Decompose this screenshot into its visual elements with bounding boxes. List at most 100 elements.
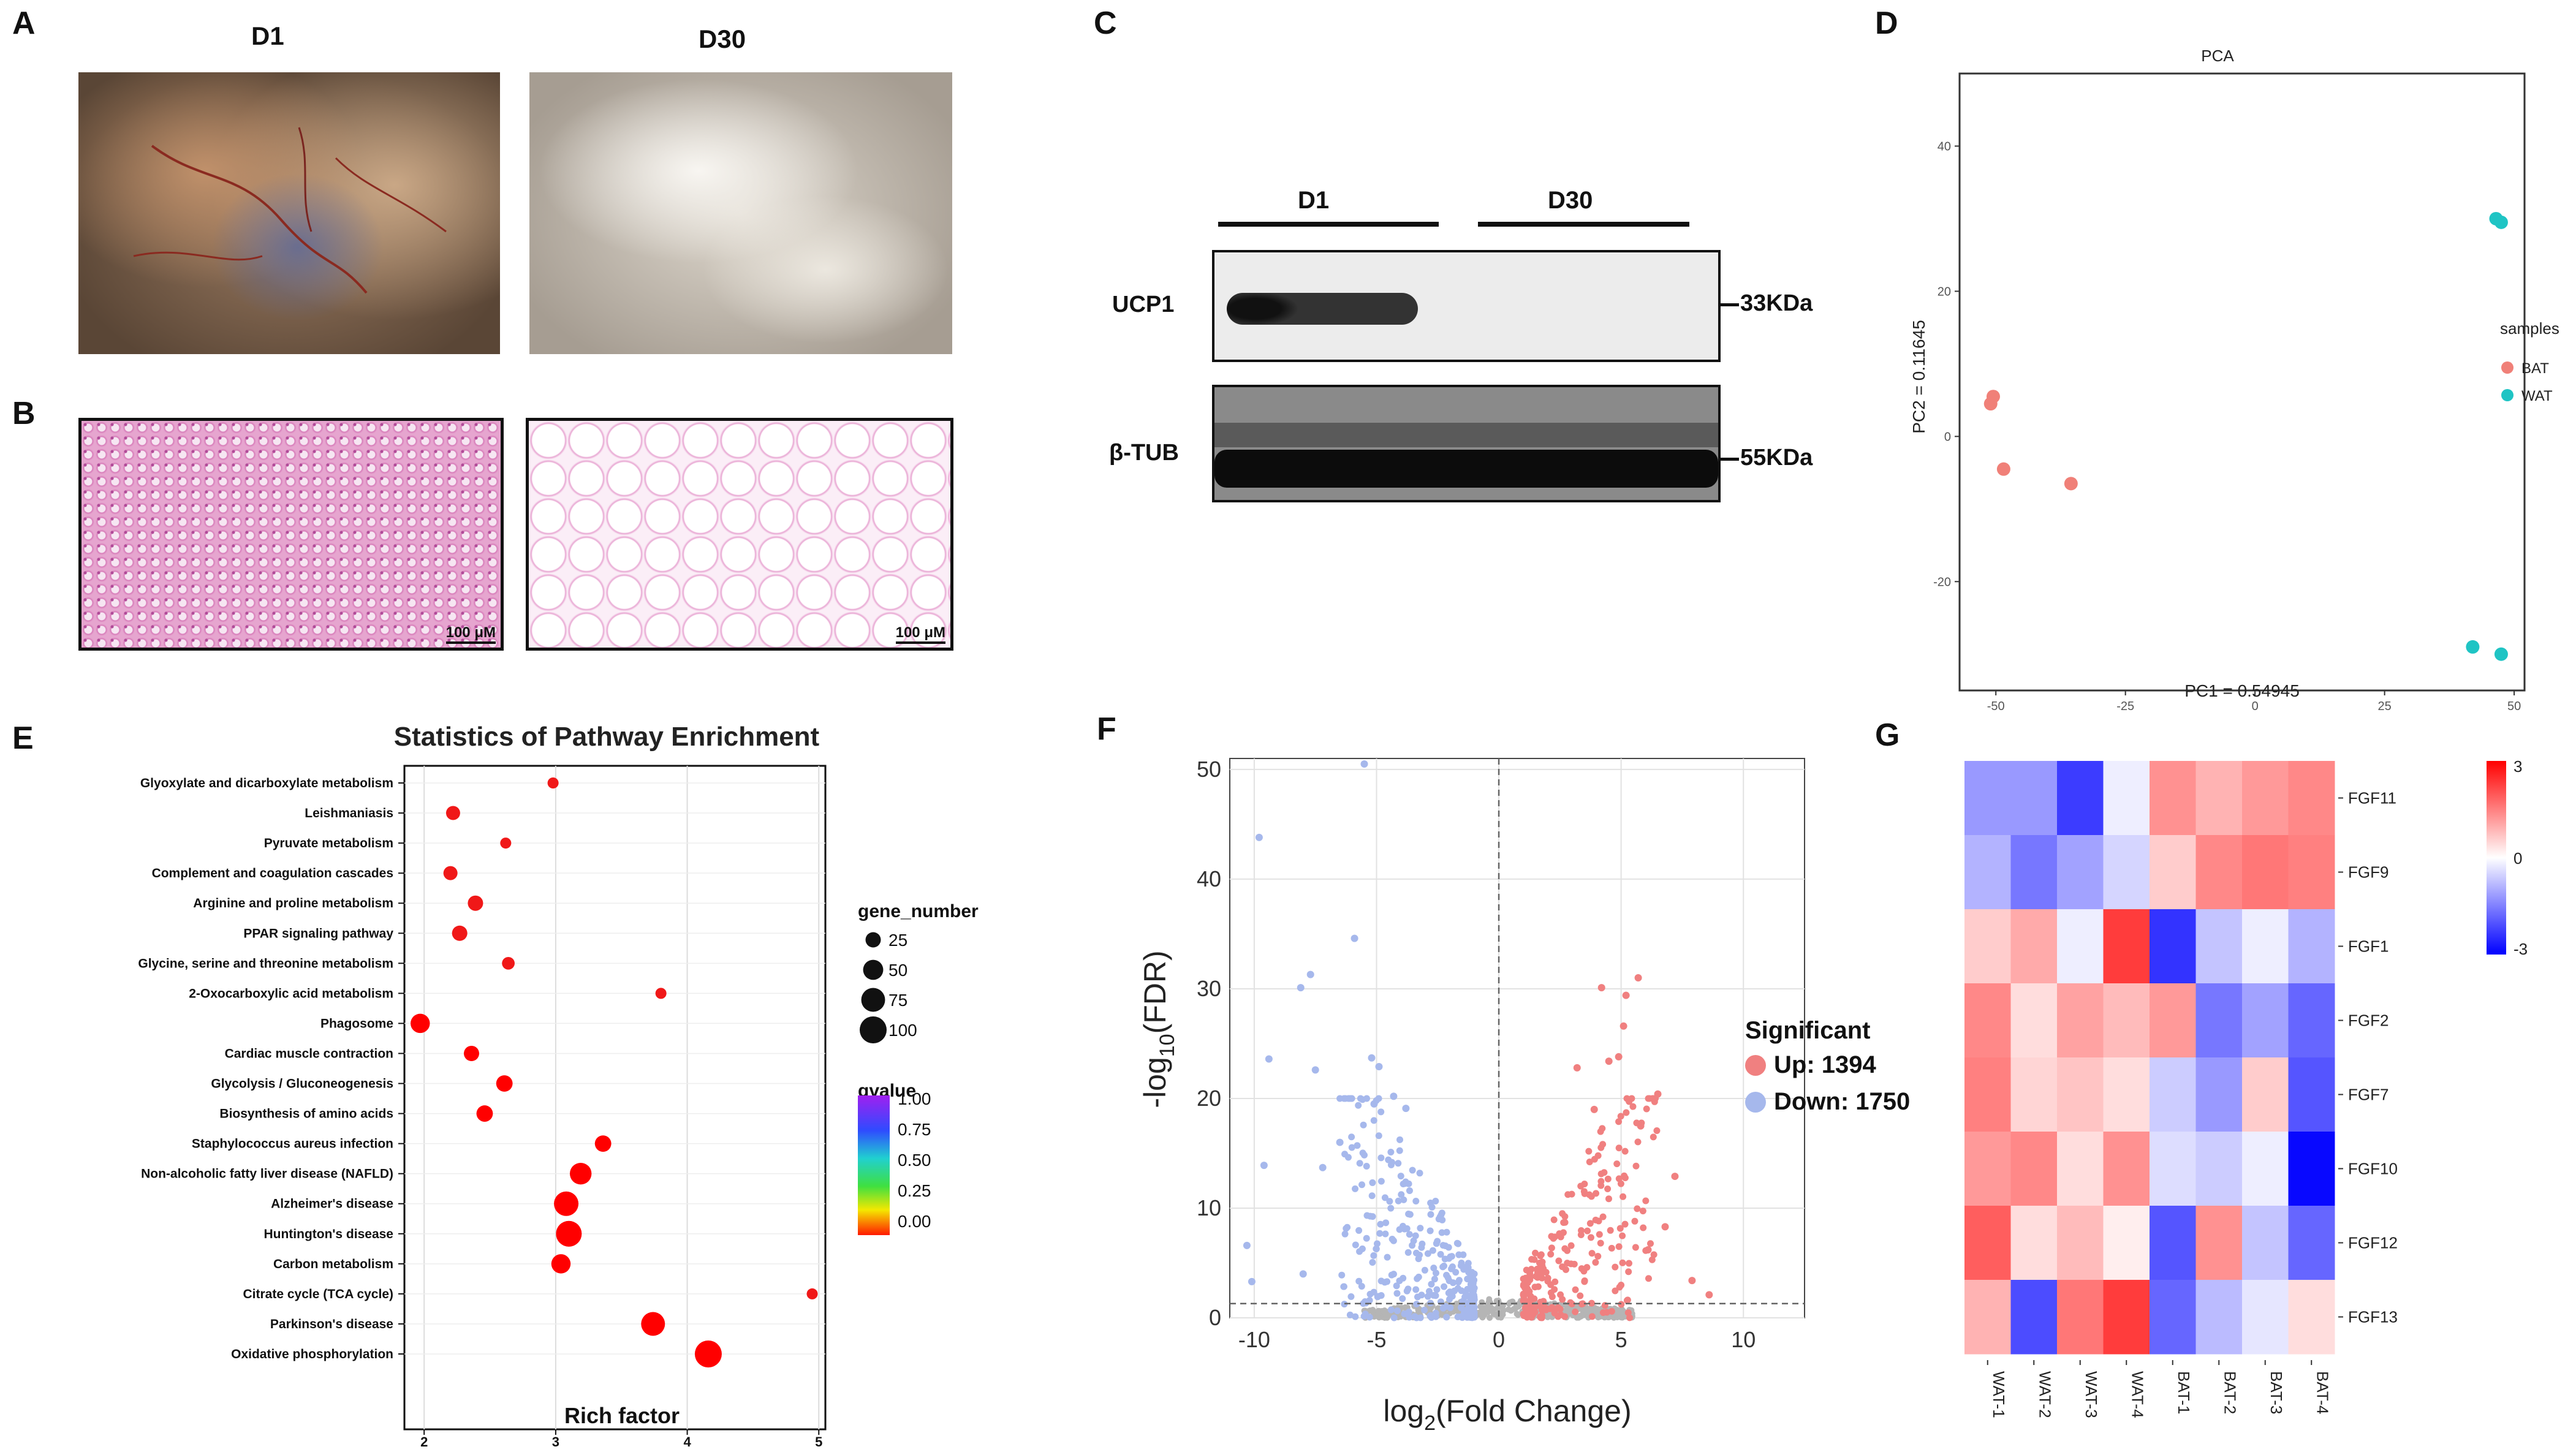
volcano-point-down <box>1341 1301 1348 1308</box>
scale-bar-left: 100 μM <box>445 624 496 644</box>
kegg-pathway-label: Complement and coagulation cascades <box>152 866 393 880</box>
marker-tick-55 <box>1721 458 1739 461</box>
kegg-bubble <box>569 1162 592 1185</box>
volcano-point-up <box>1561 1219 1569 1226</box>
volcano-point-down <box>1469 1314 1476 1322</box>
volcano-point-up <box>1548 1233 1555 1240</box>
volcano-point-down <box>1355 1227 1363 1234</box>
volcano-point-down <box>1348 1133 1355 1141</box>
histology-brown-fat: 100 μM <box>78 418 504 651</box>
kegg-pathway-label: Biosynthesis of amino acids <box>219 1107 393 1121</box>
kegg-bubble <box>443 866 458 880</box>
volcano-point-down <box>1464 1285 1471 1293</box>
volcano-point-down <box>1399 1295 1406 1303</box>
heatmap-cell <box>2195 835 2243 910</box>
kegg-pathway-label: Carbon metabolism <box>273 1257 393 1271</box>
heatmap-cell <box>2242 835 2289 910</box>
heatmap-cell <box>2103 835 2150 910</box>
kegg-color-legend-label: 0.50 <box>898 1151 931 1170</box>
kegg-xtick-label: 2 <box>420 1434 428 1450</box>
volcano-point-down <box>1400 1181 1407 1188</box>
volcano-legend-title: Significant <box>1745 1017 1871 1044</box>
volcano-point-up <box>1584 1227 1591 1235</box>
volcano-point-down <box>1338 1271 1346 1279</box>
kegg-title: Statistics of Pathway Enrichment <box>394 722 820 752</box>
heatmap-cell <box>1964 835 2011 910</box>
blood-vessels <box>133 127 447 294</box>
pca-ylabel: PC2 = 0.11645 <box>1909 320 1928 434</box>
volcano-point-up <box>1587 1234 1594 1241</box>
volcano-point-up <box>1567 1242 1575 1249</box>
volcano-point-down <box>1458 1304 1465 1312</box>
heatmap-cell <box>2057 1132 2104 1206</box>
volcano-point-up <box>1520 1290 1527 1298</box>
volcano-point-up <box>1577 1292 1584 1299</box>
heatmap-cell <box>2010 983 2058 1058</box>
volcano-point-down <box>1406 1187 1413 1194</box>
volcano-point-down <box>1413 1301 1420 1308</box>
volcano-point-down <box>1445 1244 1452 1251</box>
volcano-point-up <box>1539 1258 1546 1266</box>
heatmap-col-label: BAT-1 <box>2175 1371 2193 1414</box>
pca-xtick-label: -50 <box>1987 700 2005 711</box>
volcano-point-up <box>1634 1205 1641 1212</box>
volcano-point-up <box>1599 1125 1606 1132</box>
volcano-point-up <box>1555 1304 1562 1311</box>
volcano-point-down <box>1396 1277 1403 1285</box>
volcano-point-down <box>1455 1279 1462 1286</box>
kegg-size-legend-dot <box>863 959 884 980</box>
volcano-point-down <box>1421 1266 1428 1274</box>
volcano-point-down <box>1387 1204 1395 1212</box>
panel-label-e: E <box>12 720 34 756</box>
volcano-legend-down: Down: 1750 <box>1774 1088 1911 1115</box>
heatmap-cell <box>2057 761 2104 836</box>
volcano-point-up <box>1547 1281 1555 1288</box>
volcano-point-ns <box>1490 1306 1497 1313</box>
kegg-color-legend-label: 0.00 <box>898 1212 931 1231</box>
volcano-point-up <box>1579 1300 1586 1307</box>
blot-ucp1 <box>1212 250 1721 362</box>
volcano-point-down <box>1385 1156 1392 1163</box>
kegg-xtick-label: 3 <box>552 1434 559 1450</box>
kegg-bubble <box>445 806 460 820</box>
volcano-point-up <box>1586 1158 1593 1165</box>
volcano-point-up <box>1534 1265 1541 1272</box>
volcano-point-down <box>1469 1301 1477 1309</box>
heatmap-col-label: BAT-2 <box>2221 1371 2239 1414</box>
volcano-point-up <box>1573 1064 1581 1072</box>
volcano-point-down <box>1382 1219 1390 1227</box>
volcano-point-down <box>1377 1108 1385 1116</box>
volcano-point-up <box>1555 1257 1563 1265</box>
volcano-point-ns <box>1508 1307 1515 1314</box>
volcano-point-down <box>1424 1293 1431 1300</box>
blot-row-btub: β-TUB <box>1109 440 1179 466</box>
volcano-point-down <box>1443 1314 1450 1321</box>
volcano-point-down <box>1406 1211 1414 1218</box>
volcano-point-up <box>1650 1133 1657 1141</box>
kegg-xtick-label: 5 <box>815 1434 822 1450</box>
volcano-point-down <box>1341 1230 1349 1238</box>
heatmap-col-label: WAT-2 <box>2036 1371 2054 1418</box>
photo-label-d30: D30 <box>699 25 746 53</box>
pca-ytick-label: 0 <box>1944 430 1951 444</box>
pca-title: PCA <box>2201 47 2234 65</box>
volcano-legend-up-dot <box>1745 1055 1766 1076</box>
volcano-point-up <box>1604 1185 1612 1192</box>
scale-bar-right: 100 μM <box>895 624 945 644</box>
volcano-ytick-label: 50 <box>1197 757 1221 782</box>
volcano-point-down <box>1393 1282 1400 1290</box>
volcano-point-down <box>1387 1161 1395 1168</box>
volcano-point-down <box>1358 1282 1365 1290</box>
volcano-point-down <box>1428 1203 1436 1211</box>
heatmap-cell <box>2103 1206 2150 1280</box>
kegg-size-legend-label: 25 <box>888 931 907 950</box>
volcano-xtick-label: 0 <box>1493 1327 1505 1352</box>
heatmap-cell <box>2057 1280 2104 1355</box>
volcano-point-up <box>1626 1314 1634 1322</box>
volcano-point-up <box>1632 1244 1639 1251</box>
volcano-point-down <box>1360 760 1368 768</box>
heatmap-cell <box>2057 1206 2104 1280</box>
kegg-bubble <box>468 895 483 911</box>
volcano-point-up <box>1523 1266 1530 1274</box>
volcano-point-down <box>1355 1277 1363 1285</box>
